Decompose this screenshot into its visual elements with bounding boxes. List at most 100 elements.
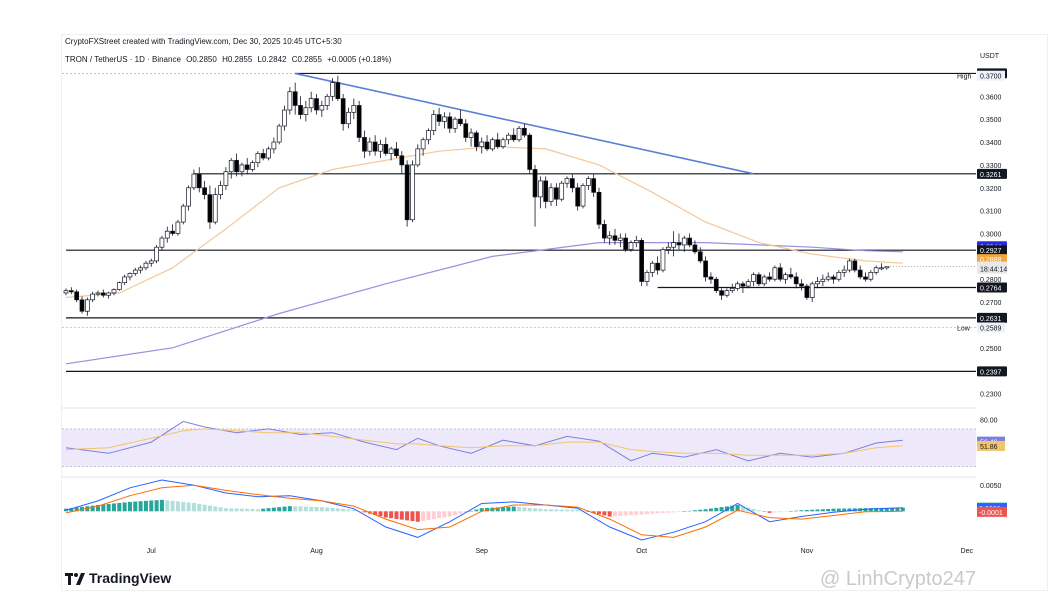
candle-body <box>330 82 335 97</box>
price-axis-tick: 0.3000 <box>980 232 1002 239</box>
macd-axis-tick: 0.0050 <box>980 483 1002 490</box>
macd-histogram-bar <box>271 507 276 512</box>
price-tag-text: 0.2927 <box>980 248 1002 255</box>
macd-histogram-bar <box>543 509 548 512</box>
candle-body <box>191 173 197 189</box>
candle-body <box>292 91 298 106</box>
candle-body <box>202 187 207 195</box>
candle-body <box>772 267 778 280</box>
candle-body <box>591 178 597 193</box>
time-axis-label: Nov <box>801 548 814 555</box>
macd-histogram-bar <box>623 511 628 516</box>
macd-histogram-bar <box>655 511 660 514</box>
macd-histogram-bar <box>826 508 831 512</box>
macd-histogram-bar <box>181 501 186 512</box>
candle-body <box>617 237 623 241</box>
macd-histogram-bar <box>565 509 570 512</box>
macd-histogram-bar <box>165 500 170 512</box>
price-tag <box>977 245 1007 256</box>
change-value: +0.0005 (+0.18%) <box>327 55 392 64</box>
candle-body <box>474 132 479 147</box>
candle-body <box>713 278 719 292</box>
macd-histogram-bar <box>309 506 314 512</box>
price-axis-tick: 0.3400 <box>980 140 1002 147</box>
candle-body <box>468 132 474 138</box>
candle-body <box>681 237 687 246</box>
price-tag-label: High <box>957 74 972 81</box>
macd-histogram-bar <box>197 503 202 512</box>
price-tag-label: Low <box>957 325 971 332</box>
candle-body <box>719 290 724 296</box>
candle-body <box>196 173 202 189</box>
candle-body <box>420 139 426 150</box>
candle-body <box>825 276 831 280</box>
candle-body <box>271 141 277 150</box>
macd-histogram-bar <box>399 511 404 520</box>
macd-histogram-bar <box>346 509 351 512</box>
tradingview-brand: TradingView <box>89 570 172 586</box>
candle-body <box>362 137 367 152</box>
macd-histogram-bar <box>303 506 308 512</box>
macd-histogram-bar <box>501 507 506 512</box>
price-axis-tick: 0.2800 <box>980 277 1002 284</box>
candle-body <box>548 187 554 202</box>
candle-body <box>234 159 239 173</box>
price-axis-tick: 0.2300 <box>980 392 1002 399</box>
time-axis-label: Dec <box>961 548 974 555</box>
symbol-label[interactable]: TRON / TetherUS · 1D · Binance <box>65 55 181 64</box>
slow-moving-average <box>65 242 903 365</box>
candle-body <box>218 185 223 195</box>
candle-body <box>559 182 565 200</box>
macd-histogram-bar <box>330 508 335 512</box>
macd-histogram-bar <box>698 509 703 512</box>
price-tag <box>977 168 1007 179</box>
price-tag-text: 0.3261 <box>980 172 1002 179</box>
candle-body <box>442 116 447 122</box>
macd-histogram-bar <box>874 508 879 512</box>
rsi-moving-average <box>65 428 903 456</box>
candle-body <box>511 134 517 141</box>
macd-histogram-bar <box>74 507 79 512</box>
macd-histogram-bar <box>575 509 580 512</box>
candle-body <box>703 260 708 278</box>
macd-histogram-bar <box>95 505 100 512</box>
macd-histogram-bar <box>143 500 148 512</box>
macd-histogram-bar <box>207 505 212 512</box>
candle-body <box>857 269 863 278</box>
candle-body <box>655 262 660 271</box>
candle-body <box>649 262 655 273</box>
macd-histogram-bar <box>810 509 815 512</box>
candle-body <box>543 180 549 202</box>
candle-body <box>68 290 74 293</box>
macd-histogram-bar <box>287 506 292 512</box>
macd-histogram-bar <box>469 510 474 512</box>
candle-body <box>852 260 858 271</box>
macd-histogram-bar <box>708 508 713 512</box>
price-axis-tick: 0.2700 <box>980 300 1002 307</box>
candle-body <box>729 288 735 292</box>
macd-histogram-bar <box>799 510 804 512</box>
macd-histogram-bar <box>122 502 127 512</box>
macd-histogram-bar <box>245 508 250 512</box>
candle-body <box>623 237 629 250</box>
macd-histogram-bar <box>479 508 484 512</box>
candle-body <box>239 164 245 173</box>
macd-histogram-bar <box>159 499 164 512</box>
macd-histogram-bar <box>767 511 772 513</box>
macd-histogram-bar <box>229 508 234 512</box>
candle-body <box>575 187 581 207</box>
candle-body <box>804 285 810 298</box>
candle-body <box>479 141 485 147</box>
candle-body <box>276 125 282 143</box>
macd-histogram-bar <box>612 511 617 517</box>
candle-body <box>745 281 751 287</box>
macd-line <box>65 479 903 541</box>
macd-histogram-bar <box>90 505 95 512</box>
rsi-axis-tick: 80.00 <box>980 418 998 425</box>
macd-histogram-bar <box>437 511 442 519</box>
macd-histogram-bar <box>117 502 122 512</box>
macd-histogram-bar <box>341 508 346 512</box>
macd-histogram-bar <box>149 500 154 512</box>
macd-histogram-bar <box>522 507 527 512</box>
